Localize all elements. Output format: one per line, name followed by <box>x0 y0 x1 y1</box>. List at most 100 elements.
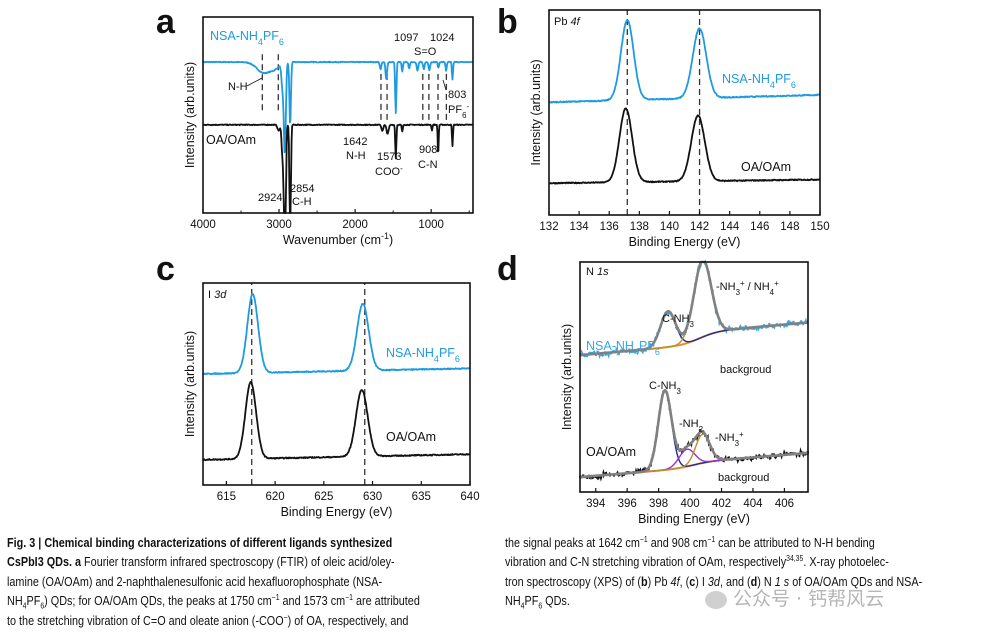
n1s-chart: 394 396 398 400 402 404 406 Binding Energy (eV)… <box>560 257 810 526</box>
panel-c-title: I 3d <box>208 289 227 301</box>
caption-text: and 908 cm <box>647 536 708 550</box>
label-cnh3-bottom: C-NH3 <box>649 380 682 396</box>
annotation-nh-top: N-H <box>228 81 248 93</box>
spectrum-line <box>548 107 821 185</box>
caption-text: −1 <box>639 534 648 544</box>
caption-text: NH <box>7 594 23 609</box>
caption-text: ) N <box>757 574 775 589</box>
y-axis-title: Intensity (arb.units) <box>183 62 197 168</box>
caption-text: lamine (OA/OAm) and 2-naphthalenesulfoni… <box>7 574 383 589</box>
annotation-1097: 1097 <box>394 32 418 44</box>
label-nh3: -NH3+ <box>715 430 744 448</box>
x-tick-label: 132 <box>539 221 558 233</box>
annotation-1642: 1642 <box>343 136 367 148</box>
caption-text: b <box>641 574 648 589</box>
x-tick-label: 404 <box>743 498 763 510</box>
x-tick-label: 4000 <box>190 219 216 231</box>
caption-text: ) I <box>695 574 708 589</box>
x-tick-label: 136 <box>600 221 619 233</box>
x-axis-title: Wavenumber (cm-1) <box>283 231 393 247</box>
arrow-803 <box>442 79 447 91</box>
watermark-text: 公众号 · 钙帮风云 <box>733 588 885 610</box>
annotation-pf6: PF6- <box>448 102 469 120</box>
caption-line: lamine (OA/OAm) and 2-naphthalenesulfoni… <box>7 573 420 592</box>
caption-text: can be attributed to N-H bending <box>715 536 875 550</box>
caption-text: and 1573 cm <box>279 594 346 609</box>
legend-oa: OA/OAm <box>741 160 791 174</box>
caption-text: Fourier transform infrared spectroscopy … <box>81 555 395 570</box>
caption-text: to the stretching vibration of C=O and o… <box>7 613 284 628</box>
x-tick-label: 396 <box>618 498 637 510</box>
caption-text: −1 <box>271 593 280 603</box>
caption-text: 4 <box>22 601 27 611</box>
label-nh3-nh4: -NH3+ / NH4+ <box>716 279 779 297</box>
caption-text: c <box>689 574 696 589</box>
series-oa-oam <box>202 123 474 214</box>
series-oa-oam <box>548 107 821 185</box>
legend-nsa: NSA-NH4PF6 <box>586 339 660 357</box>
caption-text: Fig. 3 | Chemical binding characterizati… <box>7 536 393 550</box>
caption-text: of OA/OAm QDs and NSA- <box>789 574 923 589</box>
wechat-icon <box>705 590 727 609</box>
x-tick-label: 406 <box>775 498 794 510</box>
annotation-ch: C-H <box>292 196 312 208</box>
plot-frame <box>202 282 471 486</box>
annotation-908: 908 <box>419 144 437 156</box>
series-nsa-nh4pf6 <box>579 257 810 360</box>
fit-envelope <box>580 260 808 357</box>
caption-text: CsPbI3 QDs. a <box>7 555 82 570</box>
caption-line: the signal peaks at 1642 cm−1 and 908 cm… <box>505 534 922 553</box>
caption-line: vibration and C-N stretching vibration o… <box>505 553 922 572</box>
fit-envelope <box>580 389 808 479</box>
caption-right-column: the signal peaks at 1642 cm−1 and 908 cm… <box>505 534 922 612</box>
legend-oa: OA/OAm <box>206 133 256 147</box>
annotation-coo: COO- <box>375 164 403 179</box>
series-oa-oam <box>202 381 471 462</box>
plot-frame <box>548 9 821 216</box>
caption-line: NH4PF6 QDs. <box>505 592 922 611</box>
x-tick-label: 625 <box>314 491 333 503</box>
y-axis-title: Intensity (arb.units) <box>183 331 197 437</box>
data-markers <box>579 257 810 360</box>
series-oa-oam <box>578 386 810 482</box>
i3d-chart: 615 620 625 630 635 640 Binding Energy (eV) Int… <box>183 282 480 519</box>
label-background-bottom: backgroud <box>718 472 769 484</box>
x-tick-label: 134 <box>570 221 590 233</box>
caption-text: QDs. <box>542 594 570 609</box>
x-tick-label: 140 <box>660 221 679 233</box>
x-tick-label: 1000 <box>418 219 444 231</box>
panel-label-d: d <box>497 250 518 288</box>
caption-text: vibration and C-N stretching vibration o… <box>505 555 787 570</box>
caption-text: tron spectroscopy (XPS) of ( <box>505 574 642 589</box>
series-nsa-nh4pf6 <box>202 293 471 376</box>
y-axis-title: Intensity (arb.units) <box>529 59 543 165</box>
pb4f-chart: 132 134 136 138 140 142 144 146 148 150 Binding En… <box>529 9 830 249</box>
panel-label-c: c <box>156 250 175 288</box>
legend-nsa: NSA-NH4PF6 <box>210 29 284 47</box>
legend-oa: OA/OAm <box>386 430 436 444</box>
x-tick-label: 615 <box>217 491 236 503</box>
panel-label-a: a <box>156 3 176 41</box>
x-tick-label: 398 <box>649 498 668 510</box>
caption-text: − <box>283 612 288 622</box>
legend-nsa: NSA-NH4PF6 <box>722 72 796 90</box>
series-nsa-nh4pf6 <box>202 60 474 154</box>
x-tick-label: 402 <box>712 498 731 510</box>
panel-label-b: b <box>497 3 518 41</box>
caption-text: 6 <box>538 601 543 611</box>
caption-text: ) QDs; for OA/OAm QDs, the peaks at 1750… <box>44 594 272 609</box>
caption-line: NH4PF6) QDs; for OA/OAm QDs, the peaks a… <box>7 592 420 611</box>
caption-text: −1 <box>707 534 716 544</box>
caption-text: , ( <box>679 574 690 589</box>
label-cnh3-top: C-NH3 <box>662 313 695 329</box>
panel-b-title: Pb 4f <box>554 16 581 28</box>
x-tick-label: 2000 <box>342 219 368 231</box>
x-axis-title: Binding Energy (eV) <box>281 505 393 519</box>
caption-line: Fig. 3 | Chemical binding characterizati… <box>7 534 420 553</box>
x-tick-label: 640 <box>460 491 479 503</box>
caption-text: ) Pb <box>647 574 671 589</box>
caption-text: . X-ray photoelec- <box>803 555 889 570</box>
annotation-2854: 2854 <box>290 183 314 195</box>
legend-oa: OA/OAm <box>586 445 636 459</box>
caption-line: to the stretching vibration of C=O and o… <box>7 612 420 631</box>
